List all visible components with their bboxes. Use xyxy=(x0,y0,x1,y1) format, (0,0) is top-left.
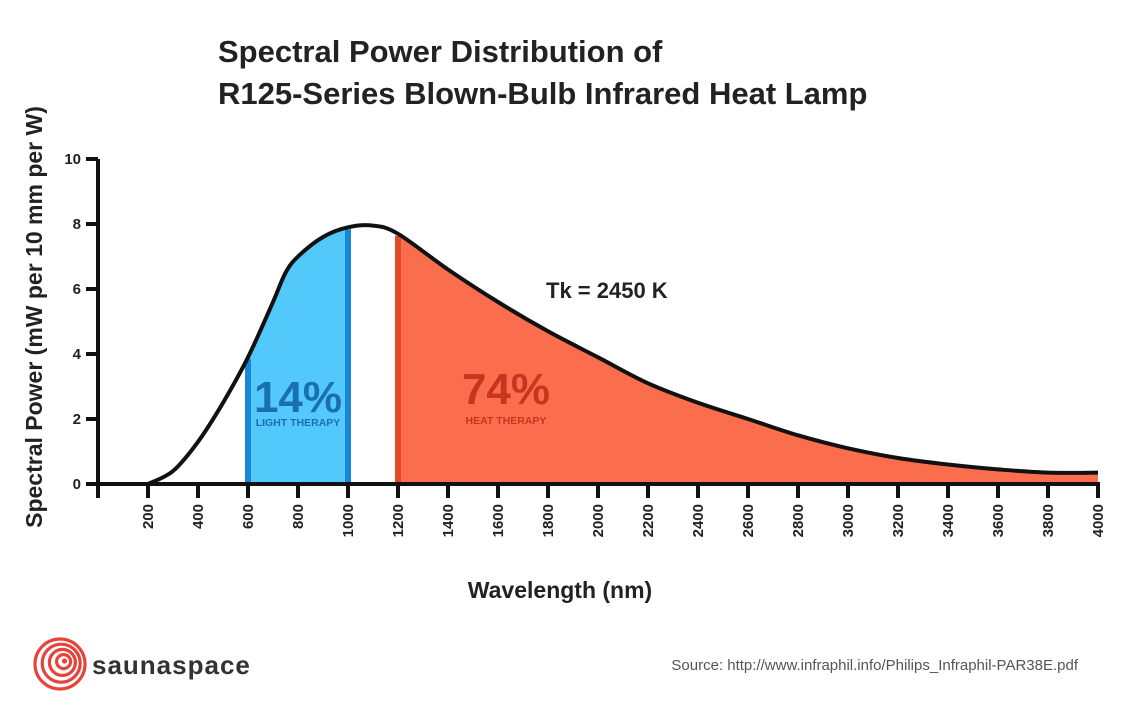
x-tick-label: 3400 xyxy=(940,504,957,537)
y-tick-label: 10 xyxy=(64,151,81,168)
x-tick-label: 1400 xyxy=(440,504,457,537)
heat-therapy-percent: 74% xyxy=(462,365,550,414)
x-tick-label: 1200 xyxy=(390,504,407,537)
y-axis-ticks: 0 2 4 6 8 10 xyxy=(64,151,98,493)
x-tick-label: 2800 xyxy=(790,504,807,537)
y-tick-label: 4 xyxy=(73,346,82,363)
x-tick-label: 2600 xyxy=(740,504,757,537)
x-tick-label: 1800 xyxy=(540,504,557,537)
heat-therapy-label: HEAT THERAPY xyxy=(466,415,547,427)
spiral-logo-icon xyxy=(33,637,87,691)
light-therapy-percent: 14% xyxy=(254,373,342,422)
x-tick-label: 2400 xyxy=(690,504,707,537)
heat-therapy-area xyxy=(398,233,1098,484)
x-tick-label: 1600 xyxy=(490,504,507,537)
temperature-label: Tk = 2450 K xyxy=(546,278,668,303)
light-therapy-area xyxy=(248,227,348,485)
x-tick-label: 3000 xyxy=(840,504,857,537)
x-tick-label: 3800 xyxy=(1040,504,1057,537)
spiral-ring xyxy=(33,637,87,691)
y-axis-label: Spectral Power (mW per 10 mm per W) xyxy=(21,106,47,528)
x-tick-label: 800 xyxy=(290,504,307,529)
x-tick-label: 600 xyxy=(240,504,257,529)
y-tick-label: 2 xyxy=(73,411,81,428)
spiral-ring xyxy=(40,642,82,684)
x-tick-label: 4000 xyxy=(1090,504,1107,537)
source-citation: Source: http://www.infraphil.info/Philip… xyxy=(671,657,1078,674)
x-tick-label: 3600 xyxy=(990,504,1007,537)
light-therapy-region xyxy=(245,227,351,485)
x-tick-label: 2200 xyxy=(640,504,657,537)
brand-name: saunaspace xyxy=(92,650,251,680)
spectral-curve-line xyxy=(147,223,1099,486)
y-tick-label: 8 xyxy=(73,216,81,233)
x-tick-label: 2000 xyxy=(590,504,607,537)
y-tick-label: 6 xyxy=(73,281,81,298)
x-tick-label: 3200 xyxy=(890,504,907,537)
x-tick-label: 400 xyxy=(190,504,207,529)
chart-title-line-2: R125-Series Blown-Bulb Infrared Heat Lam… xyxy=(218,76,867,111)
spiral-ring xyxy=(47,647,78,678)
spiral-center xyxy=(61,658,68,664)
x-axis-label: Wavelength (nm) xyxy=(468,577,652,603)
chart-title-line-1: Spectral Power Distribution of xyxy=(218,34,663,69)
x-tick-label: 1000 xyxy=(340,504,357,537)
heat-therapy-region xyxy=(395,233,1098,484)
saunaspace-logo: saunaspace xyxy=(33,637,251,691)
x-axis-ticks: 200 400 600 800 1000 1200 1400 1600 1800 2000 2200… xyxy=(96,484,1107,537)
x-tick-label: 200 xyxy=(140,504,157,529)
y-tick-label: 0 xyxy=(73,476,81,493)
spiral-ring xyxy=(54,652,73,671)
light-therapy-label: LIGHT THERAPY xyxy=(256,417,341,429)
